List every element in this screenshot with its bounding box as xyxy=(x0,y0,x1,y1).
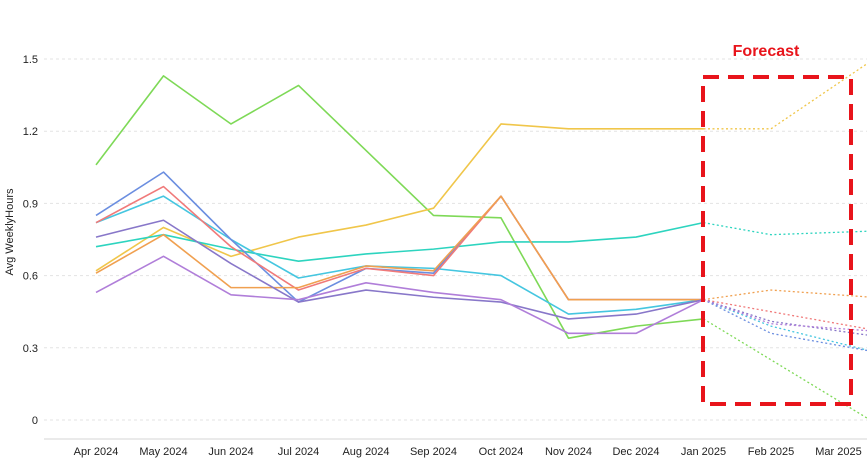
forecast-box xyxy=(701,75,853,406)
grid-layer xyxy=(44,58,867,421)
y-tick-label: 0.9 xyxy=(23,198,38,210)
forecast-label: Forecast xyxy=(733,43,800,60)
y-axis-label: Avg WeeklyHours xyxy=(4,188,16,276)
axis-layer: 0 0.3 0.6 0.9 1.2 1.5 Apr 2024 May 2024 Jun 2024… xyxy=(23,54,867,458)
x-tick-label: Oct 2024 xyxy=(479,446,524,458)
x-tick-label: May 2024 xyxy=(139,446,187,458)
series-forecast-line xyxy=(703,63,867,130)
series-forecast-line xyxy=(703,299,867,332)
x-tick-label: Apr 2024 xyxy=(74,446,119,458)
y-tick-label: 0.3 xyxy=(23,343,38,355)
series-line xyxy=(95,255,704,335)
series-forecast-line xyxy=(703,299,867,351)
series-forecast-line xyxy=(703,222,867,236)
series-line xyxy=(95,195,704,301)
series-layer xyxy=(95,63,867,419)
x-tick-label: Jan 2025 xyxy=(681,446,726,458)
forecast-layer: Forecast xyxy=(701,43,853,406)
series-line xyxy=(95,195,704,315)
x-tick-label: Feb 2025 xyxy=(748,446,794,458)
x-tick-label: Jul 2024 xyxy=(278,446,320,458)
y-tick-label: 1.5 xyxy=(23,54,38,66)
series-forecast-line xyxy=(703,289,867,301)
y-tick-label: 1.2 xyxy=(23,126,38,138)
x-tick-label: Dec 2024 xyxy=(612,446,659,458)
y-tick-label: 0.6 xyxy=(23,271,38,283)
series-line xyxy=(95,221,704,262)
x-tick-label: Mar 2025 xyxy=(815,446,861,458)
series-forecast-line xyxy=(703,318,867,419)
x-tick-label: Nov 2024 xyxy=(545,446,592,458)
series-line xyxy=(95,123,704,272)
x-tick-label: Aug 2024 xyxy=(342,446,389,458)
series-forecast-line xyxy=(703,299,867,352)
y-tick-label: 0 xyxy=(32,415,38,427)
x-tick-label: Jun 2024 xyxy=(208,446,253,458)
x-tick-label: Sep 2024 xyxy=(410,446,457,458)
series-line xyxy=(95,219,704,320)
series-line xyxy=(95,75,704,339)
